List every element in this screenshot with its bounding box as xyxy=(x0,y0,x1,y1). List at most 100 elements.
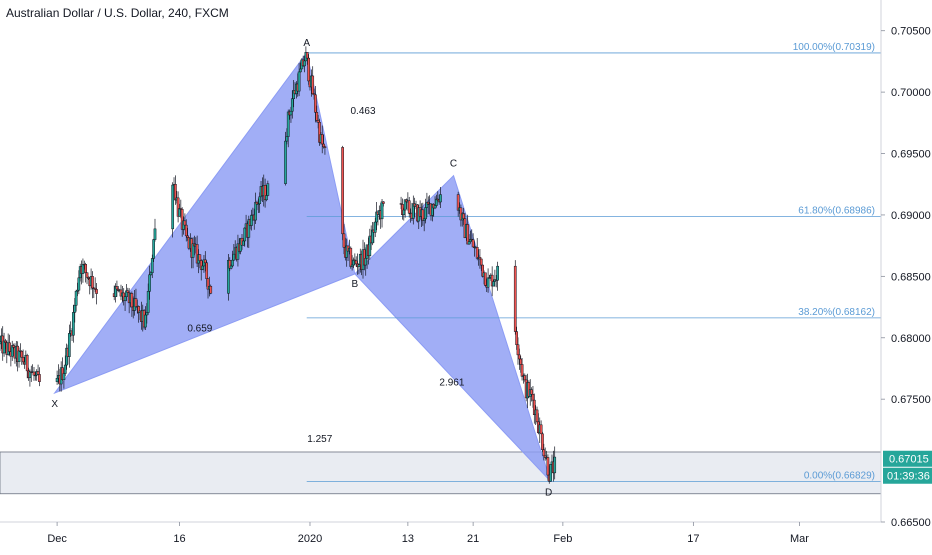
candle-body xyxy=(8,342,11,352)
candle-body xyxy=(115,286,119,290)
candle-body xyxy=(146,291,150,313)
candle-body xyxy=(424,207,427,220)
candle-body xyxy=(145,312,149,316)
pattern-point-x: X xyxy=(51,399,58,410)
candle-body xyxy=(515,331,518,345)
candle-body xyxy=(456,194,460,211)
candle-body xyxy=(516,344,520,356)
candle-body xyxy=(531,394,535,401)
candle-body xyxy=(232,253,236,261)
candle-body xyxy=(357,264,361,268)
fib-levels: 100.00%(0.70319) 61.80%(0.68986) 38.20%(0.… xyxy=(306,42,881,482)
y-tick-label: 0.70000 xyxy=(891,87,931,99)
candle-body xyxy=(0,341,2,345)
candle-body xyxy=(184,224,188,237)
fib-label: 100.00%(0.70319) xyxy=(793,42,875,53)
candle-body xyxy=(435,198,438,206)
candle-body xyxy=(20,351,24,358)
candle-body xyxy=(549,464,552,482)
candle-body xyxy=(209,285,213,294)
candle-body xyxy=(402,209,406,215)
pattern-ratio: 0.659 xyxy=(187,324,212,335)
candle-body xyxy=(439,194,442,203)
candle-body xyxy=(299,68,302,73)
last-price-tag xyxy=(883,450,932,467)
candle-body xyxy=(305,52,309,59)
candle-body xyxy=(322,143,325,148)
candle-body xyxy=(183,220,187,226)
price-axis[interactable]: 0.70500 0.70000 0.69500 0.69000 0.68500 0.680… xyxy=(881,26,932,529)
candle-body xyxy=(67,333,71,357)
candle-body xyxy=(243,227,247,242)
candle-body xyxy=(475,247,479,259)
candle-body xyxy=(198,254,202,261)
candle-body xyxy=(148,274,151,292)
time-axis[interactable]: Dec 16 2020 13 21 Feb 17 Mar xyxy=(47,522,809,545)
candle-body xyxy=(205,262,209,279)
candle-body xyxy=(203,259,207,264)
candle-body xyxy=(149,272,153,276)
fib-label: 0.00%(0.66829) xyxy=(804,471,875,482)
pattern-point-a: A xyxy=(303,38,310,49)
x-tick-label: Feb xyxy=(553,533,572,545)
candle-body xyxy=(421,209,425,221)
candle-body xyxy=(462,213,465,219)
candle-body xyxy=(316,120,320,123)
candle-body xyxy=(73,304,77,313)
candle-body xyxy=(311,75,315,94)
chart-title: Australian Dollar / U.S. Dollar, 240, FX… xyxy=(6,6,229,20)
candle-body xyxy=(290,98,294,112)
candle-body xyxy=(55,377,59,382)
candle-body xyxy=(254,201,257,221)
candle-body xyxy=(519,358,523,365)
candle-body xyxy=(303,60,306,67)
candle-body xyxy=(341,147,344,235)
candle-body xyxy=(373,221,377,233)
candle-body xyxy=(265,195,268,201)
candle-body xyxy=(152,239,155,259)
candle-body xyxy=(407,200,411,214)
candle-body xyxy=(137,306,141,313)
candle-body xyxy=(286,111,290,137)
candle-body xyxy=(315,112,319,121)
candle-body xyxy=(186,235,189,238)
fib-label: 38.20%(0.68162) xyxy=(798,307,875,318)
candle-body xyxy=(231,259,234,267)
candle-body xyxy=(541,433,544,450)
pattern-ratio: 0.463 xyxy=(350,106,375,117)
candle-body xyxy=(422,218,426,221)
pattern-triangle-1 xyxy=(53,51,356,395)
x-tick-label: 17 xyxy=(687,533,699,545)
candle-body xyxy=(466,224,470,245)
candle-body xyxy=(258,196,262,204)
pattern-point-d: D xyxy=(545,487,552,498)
candle-body xyxy=(201,265,204,270)
candle-body xyxy=(178,208,181,217)
x-tick-label: 2020 xyxy=(298,533,322,545)
candles xyxy=(0,46,557,484)
y-tick-label: 0.68500 xyxy=(891,271,931,283)
candle-body xyxy=(84,264,88,273)
y-tick-label: 0.67500 xyxy=(891,394,931,406)
candle-body xyxy=(520,364,524,377)
candle-body xyxy=(530,389,533,395)
price-zone xyxy=(0,451,882,495)
candle-body xyxy=(364,258,368,266)
candle-body xyxy=(63,364,67,374)
candle-body xyxy=(25,354,29,372)
candle-body xyxy=(289,110,293,116)
countdown-tag xyxy=(883,467,932,484)
candle-body xyxy=(478,257,482,260)
candle-body xyxy=(36,371,40,375)
candle-body xyxy=(546,457,550,476)
candle-body xyxy=(320,134,324,145)
candle-body xyxy=(342,233,346,248)
y-tick-label: 0.66500 xyxy=(891,517,931,529)
candle-body xyxy=(266,183,270,196)
candle-body xyxy=(81,263,85,274)
candle-body xyxy=(91,276,94,289)
candle-body xyxy=(130,293,134,308)
candle-body xyxy=(17,350,21,362)
